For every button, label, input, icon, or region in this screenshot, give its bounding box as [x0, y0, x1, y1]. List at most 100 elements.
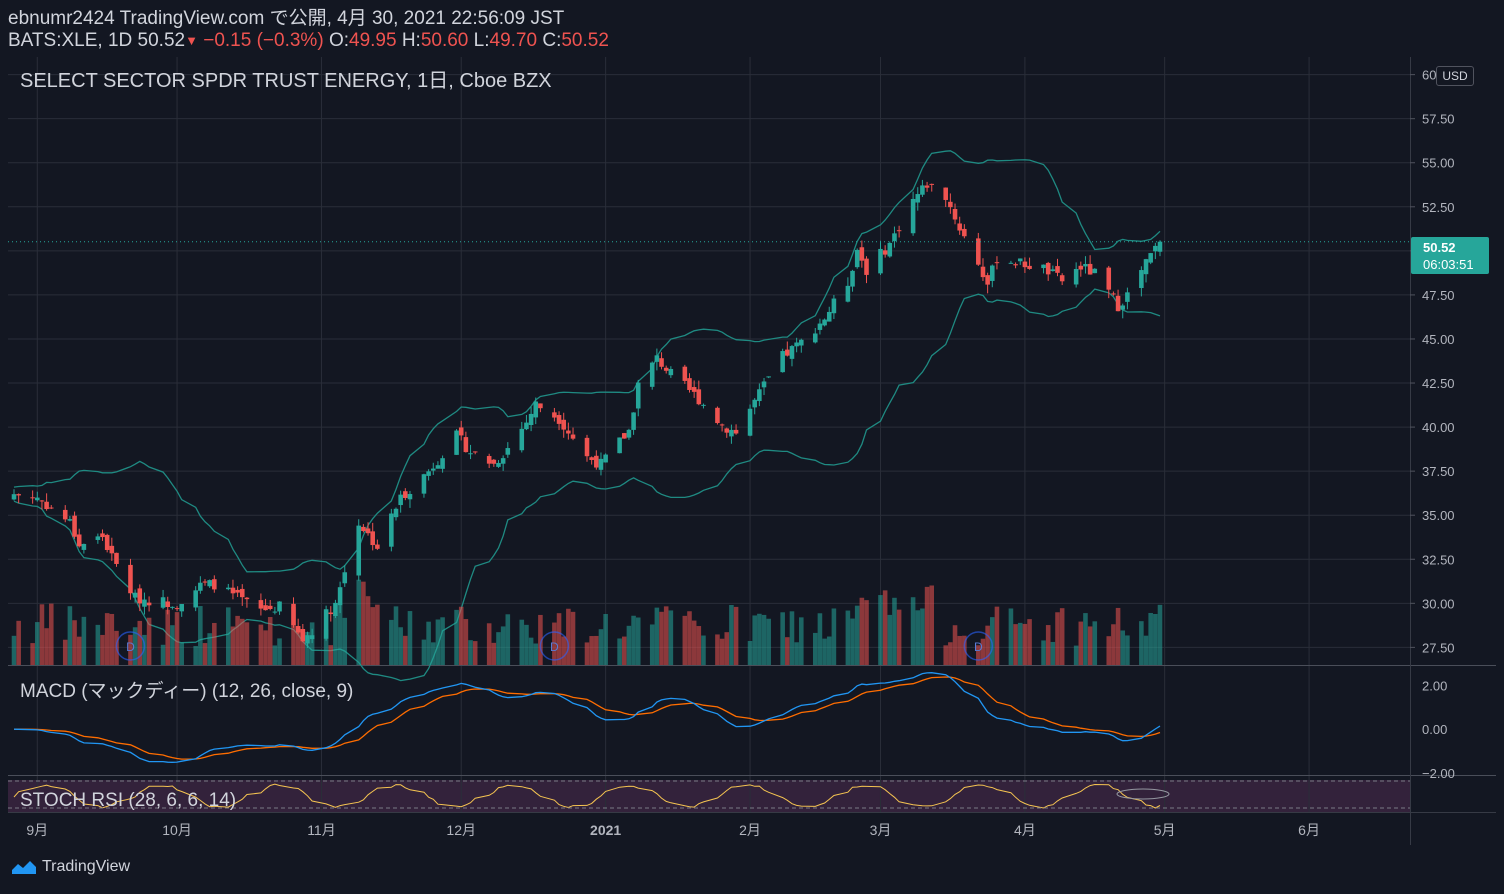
price-tick-label: 52.50	[1422, 200, 1455, 215]
volume-bar	[584, 642, 590, 665]
volume-bar	[1078, 621, 1084, 665]
price-tick-label: 55.00	[1422, 156, 1455, 171]
candle-body	[519, 428, 525, 451]
volume-bar	[403, 635, 408, 665]
candle-body	[165, 601, 171, 608]
volume-bar	[538, 614, 543, 665]
candle-body	[635, 382, 641, 409]
volume-bar	[719, 638, 725, 665]
volume-bar	[603, 614, 608, 665]
volume-bar	[617, 638, 622, 665]
candle-body	[430, 468, 436, 471]
volume-bar	[915, 610, 921, 665]
price-tick-label: 30.00	[1422, 596, 1455, 611]
candle-body	[845, 285, 851, 302]
volume-bar	[952, 625, 958, 665]
candle-body	[1115, 295, 1121, 312]
volume-bar	[812, 632, 818, 665]
candle-body	[1125, 292, 1130, 302]
volume-bar	[389, 619, 394, 665]
volume-bar	[729, 605, 734, 665]
candle-body	[202, 581, 208, 583]
candle-body	[454, 430, 459, 455]
volume-bar	[337, 605, 343, 665]
volume-bar	[864, 600, 869, 665]
currency-badge[interactable]: USD	[1436, 66, 1474, 86]
candle-body	[663, 367, 669, 371]
candle-body	[76, 534, 82, 547]
candle-body	[62, 509, 68, 520]
brand-name: TradingView	[42, 858, 131, 875]
volume-bar	[426, 621, 431, 665]
volume-bar	[291, 607, 296, 665]
volume-bar	[277, 638, 282, 665]
candle-body	[920, 185, 925, 195]
volume-bar	[980, 638, 986, 665]
candle-body	[1017, 258, 1023, 262]
tradingview-logo[interactable]: TradingView	[10, 858, 130, 876]
volume-bar	[887, 614, 893, 665]
candle-body	[393, 508, 399, 518]
candle-body	[295, 626, 301, 633]
candle-body	[463, 437, 469, 453]
volume-bar	[179, 642, 184, 665]
volume-bar	[1143, 635, 1149, 665]
candle-body	[179, 604, 184, 612]
candle-body	[1083, 264, 1088, 267]
volume-bar	[882, 590, 888, 665]
volume-bar	[212, 622, 217, 665]
volume-bar	[72, 620, 77, 665]
candle-body	[365, 528, 371, 534]
candle-body	[1073, 268, 1079, 285]
candle-body	[533, 401, 539, 418]
candle-body	[826, 311, 832, 322]
volume-bar	[160, 644, 166, 665]
dividend-marker	[115, 631, 146, 661]
last-price-value: 50.52	[1423, 240, 1456, 255]
volume-bar	[799, 617, 804, 665]
candle-body	[617, 437, 622, 454]
candle-body	[566, 430, 571, 434]
price-tick-label: 35.00	[1422, 508, 1455, 523]
volume-bar	[62, 639, 68, 665]
candle-body	[235, 589, 240, 593]
candle-body	[1041, 264, 1046, 269]
macd-title: MACD (マックディー) (12, 26, close, 9)	[20, 680, 353, 702]
volume-bar	[170, 625, 175, 665]
price-tick-label: 45.00	[1422, 332, 1455, 347]
candle-body	[1055, 266, 1060, 273]
volume-bar	[594, 635, 599, 665]
candle-body	[1087, 263, 1093, 275]
candle-body	[733, 429, 739, 434]
dividend-label: D	[126, 640, 135, 654]
price-tick-label: 37.50	[1422, 464, 1455, 479]
candle-body	[524, 422, 529, 430]
volume-bar	[878, 595, 883, 665]
candle-body	[528, 413, 534, 426]
candle-body	[11, 494, 17, 500]
candle-body	[757, 389, 762, 402]
volume-bar	[1017, 622, 1023, 665]
volume-bar	[994, 606, 1000, 665]
volume-bar	[817, 613, 823, 665]
candle-body	[468, 453, 473, 455]
candle-body	[752, 399, 757, 408]
volume-bar	[687, 611, 692, 665]
low-value: 49.70	[489, 30, 538, 51]
dividend-label: D	[974, 640, 983, 654]
volume-bar	[207, 633, 212, 665]
candle-body	[850, 270, 855, 287]
volume-bar	[985, 625, 990, 665]
volume-bar	[1157, 604, 1163, 665]
macd-tick-label: 2.00	[1422, 679, 1447, 694]
volume-bar	[342, 617, 348, 665]
candle-body	[976, 238, 981, 265]
volume-bar	[929, 585, 935, 665]
candle-body	[589, 457, 594, 461]
candle-body	[1013, 264, 1018, 266]
price-tick-label: 27.50	[1422, 640, 1455, 655]
candle-body	[128, 564, 133, 594]
candle-body	[552, 412, 557, 418]
candle-body	[701, 404, 706, 406]
